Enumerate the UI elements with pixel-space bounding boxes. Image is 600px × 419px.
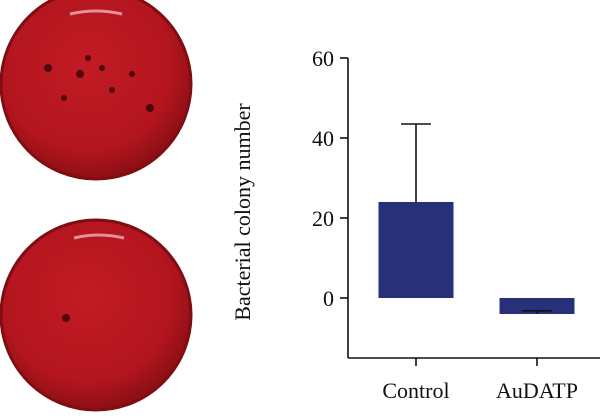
top-petri-plate: [0, 0, 193, 181]
petri-plates-panel: [0, 0, 200, 414]
bar-chart: Bacterial colony number 0 20 40 60 Control A…: [210, 0, 600, 414]
bacterial-colony: [146, 104, 154, 112]
bacterial-colony: [44, 64, 52, 72]
bar-chart-svg: Bacterial colony number 0 20 40 60 Control A…: [230, 46, 600, 403]
x-tick-label-audatp: AuDATP: [496, 378, 578, 403]
chart-bars: [378, 202, 575, 314]
bottom-plate-glare: [73, 233, 125, 240]
top-plate-colonies: [44, 55, 154, 112]
bacterial-colony: [61, 95, 67, 101]
bottom-plate-agar: [0, 218, 193, 412]
y-axis-label: Bacterial colony number: [230, 103, 255, 321]
top-plate-glare: [69, 9, 123, 16]
chart-axes: [347, 58, 600, 359]
bar-control: [378, 202, 454, 298]
y-axis-ticks: 0 20 40 60: [312, 46, 348, 311]
x-axis-labels: Control AuDATP: [382, 358, 578, 403]
bacterial-colony: [129, 71, 135, 77]
y-tick-label: 0: [323, 286, 334, 311]
chart-error-bars: [401, 123, 552, 314]
bottom-petri-plate: [0, 218, 193, 412]
bacterial-colony: [85, 55, 91, 61]
bacterial-colony: [109, 87, 115, 93]
y-tick-label: 40: [312, 126, 334, 151]
top-plate-agar: [0, 0, 193, 181]
bar-audatp: [499, 298, 575, 314]
bacterial-colony: [99, 65, 105, 71]
bacterial-colony: [62, 314, 70, 322]
y-tick-label: 20: [312, 206, 334, 231]
x-tick-label-control: Control: [382, 378, 449, 403]
bacterial-colony: [76, 70, 84, 78]
bottom-plate-colonies: [62, 314, 70, 322]
y-tick-label: 60: [312, 46, 334, 71]
petri-plates-image: [0, 0, 193, 412]
